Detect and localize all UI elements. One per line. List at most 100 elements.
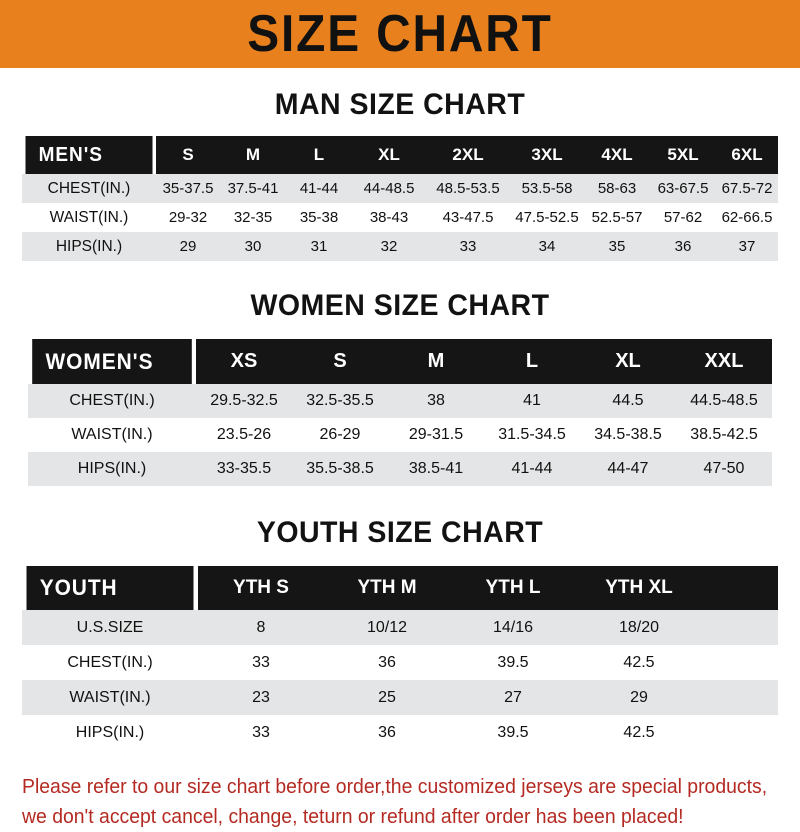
men-cell: 29 xyxy=(156,232,220,261)
men-cell: 32 xyxy=(352,232,426,261)
women-size-header: XXL xyxy=(676,339,772,384)
men-cell: 35 xyxy=(584,232,650,261)
youth-cell: 29 xyxy=(576,680,702,715)
women-row-label: HIPS(IN.) xyxy=(28,452,196,486)
women-size-table: WOMEN'S XS S M L XL XXL CHEST(IN.) 29.5-… xyxy=(28,339,772,486)
table-row: CHEST(IN.) 35-37.5 37.5-41 41-44 44-48.5… xyxy=(22,174,778,203)
youth-size-header: YTH S xyxy=(198,566,324,610)
men-cell: 67.5-72 xyxy=(716,174,778,203)
men-size-header: L xyxy=(286,136,352,174)
youth-size-header-empty xyxy=(702,566,778,610)
women-cell: 44-47 xyxy=(580,452,676,486)
men-cell: 41-44 xyxy=(286,174,352,203)
youth-cell: 36 xyxy=(324,645,450,680)
women-size-header: S xyxy=(292,339,388,384)
women-cell: 33-35.5 xyxy=(196,452,292,486)
women-cell: 41 xyxy=(484,384,580,418)
women-row-label-header: WOMEN'S xyxy=(32,339,192,384)
table-row: CHEST(IN.) 33 36 39.5 42.5 xyxy=(22,645,778,680)
men-cell: 58-63 xyxy=(584,174,650,203)
men-size-table: MEN'S S M L XL 2XL 3XL 4XL 5XL 6XL CHEST… xyxy=(22,136,778,261)
page-title: SIZE CHART xyxy=(247,5,553,63)
youth-cell-empty xyxy=(702,715,778,750)
men-row-label-header: MEN'S xyxy=(25,136,153,174)
men-cell: 34 xyxy=(510,232,584,261)
youth-cell: 42.5 xyxy=(576,645,702,680)
women-cell: 38 xyxy=(388,384,484,418)
women-size-header: L xyxy=(484,339,580,384)
men-size-header: 6XL xyxy=(716,136,778,174)
men-header-row: MEN'S S M L XL 2XL 3XL 4XL 5XL 6XL xyxy=(22,136,778,174)
spacer-before-footer xyxy=(0,750,800,772)
women-cell: 35.5-38.5 xyxy=(292,452,388,486)
youth-row-label: CHEST(IN.) xyxy=(22,645,198,680)
women-size-header: M xyxy=(388,339,484,384)
men-cell: 52.5-57 xyxy=(584,203,650,232)
men-cell: 31 xyxy=(286,232,352,261)
youth-header-row: YOUTH YTH S YTH M YTH L YTH XL xyxy=(22,566,778,610)
women-cell: 31.5-34.5 xyxy=(484,418,580,452)
women-cell: 34.5-38.5 xyxy=(580,418,676,452)
women-cell: 41-44 xyxy=(484,452,580,486)
youth-section-title: YOUTH SIZE CHART xyxy=(256,516,544,549)
men-size-header: 4XL xyxy=(584,136,650,174)
women-section-title: WOMEN SIZE CHART xyxy=(250,289,550,322)
youth-cell: 39.5 xyxy=(450,715,576,750)
men-cell: 53.5-58 xyxy=(510,174,584,203)
women-size-header: XS xyxy=(196,339,292,384)
women-cell: 26-29 xyxy=(292,418,388,452)
youth-cell: 18/20 xyxy=(576,610,702,645)
table-row: HIPS(IN.) 33-35.5 35.5-38.5 38.5-41 41-4… xyxy=(28,452,772,486)
table-row: HIPS(IN.) 33 36 39.5 42.5 xyxy=(22,715,778,750)
spacer-women-title xyxy=(0,321,800,339)
youth-row-label: WAIST(IN.) xyxy=(22,680,198,715)
women-row-label: CHEST(IN.) xyxy=(28,384,196,418)
footer-line-1: Please refer to our size chart before or… xyxy=(22,776,768,798)
men-size-header: XL xyxy=(352,136,426,174)
men-cell: 63-67.5 xyxy=(650,174,716,203)
men-cell: 48.5-53.5 xyxy=(426,174,510,203)
youth-cell-empty xyxy=(702,680,778,715)
table-row: WAIST(IN.) 29-32 32-35 35-38 38-43 43-47… xyxy=(22,203,778,232)
youth-cell: 10/12 xyxy=(324,610,450,645)
women-cell: 32.5-35.5 xyxy=(292,384,388,418)
men-table-body: MEN'S S M L XL 2XL 3XL 4XL 5XL 6XL CHEST… xyxy=(22,136,778,261)
men-cell: 33 xyxy=(426,232,510,261)
men-cell: 36 xyxy=(650,232,716,261)
men-size-header: S xyxy=(156,136,220,174)
page-banner: SIZE CHART xyxy=(0,0,800,68)
women-size-header: XL xyxy=(580,339,676,384)
youth-cell: 25 xyxy=(324,680,450,715)
spacer-men-title xyxy=(0,120,800,136)
men-cell: 37 xyxy=(716,232,778,261)
spacer-after-men-table xyxy=(0,261,800,291)
men-cell: 30 xyxy=(220,232,286,261)
youth-size-header: YTH L xyxy=(450,566,576,610)
youth-row-label-header: YOUTH xyxy=(26,566,194,610)
women-cell: 29.5-32.5 xyxy=(196,384,292,418)
men-cell: 32-35 xyxy=(220,203,286,232)
men-row-label: CHEST(IN.) xyxy=(22,174,156,203)
youth-cell-empty xyxy=(702,610,778,645)
men-cell: 38-43 xyxy=(352,203,426,232)
men-row-label: HIPS(IN.) xyxy=(22,232,156,261)
table-row: CHEST(IN.) 29.5-32.5 32.5-35.5 38 41 44.… xyxy=(28,384,772,418)
men-cell: 62-66.5 xyxy=(716,203,778,232)
women-cell: 44.5 xyxy=(580,384,676,418)
men-cell: 44-48.5 xyxy=(352,174,426,203)
men-row-label: WAIST(IN.) xyxy=(22,203,156,232)
women-cell: 29-31.5 xyxy=(388,418,484,452)
youth-cell: 23 xyxy=(198,680,324,715)
table-row: HIPS(IN.) 29 30 31 32 33 34 35 36 37 xyxy=(22,232,778,261)
men-cell: 35-37.5 xyxy=(156,174,220,203)
men-size-header: 3XL xyxy=(510,136,584,174)
youth-size-header: YTH XL xyxy=(576,566,702,610)
youth-row-label: HIPS(IN.) xyxy=(22,715,198,750)
men-cell: 47.5-52.5 xyxy=(510,203,584,232)
footer-note: Please refer to our size chart before or… xyxy=(0,772,800,832)
youth-cell-empty xyxy=(702,645,778,680)
table-row: WAIST(IN.) 23.5-26 26-29 29-31.5 31.5-34… xyxy=(28,418,772,452)
women-table-body: WOMEN'S XS S M L XL XXL CHEST(IN.) 29.5-… xyxy=(28,339,772,486)
spacer-after-women-table xyxy=(0,486,800,518)
men-size-header: 5XL xyxy=(650,136,716,174)
